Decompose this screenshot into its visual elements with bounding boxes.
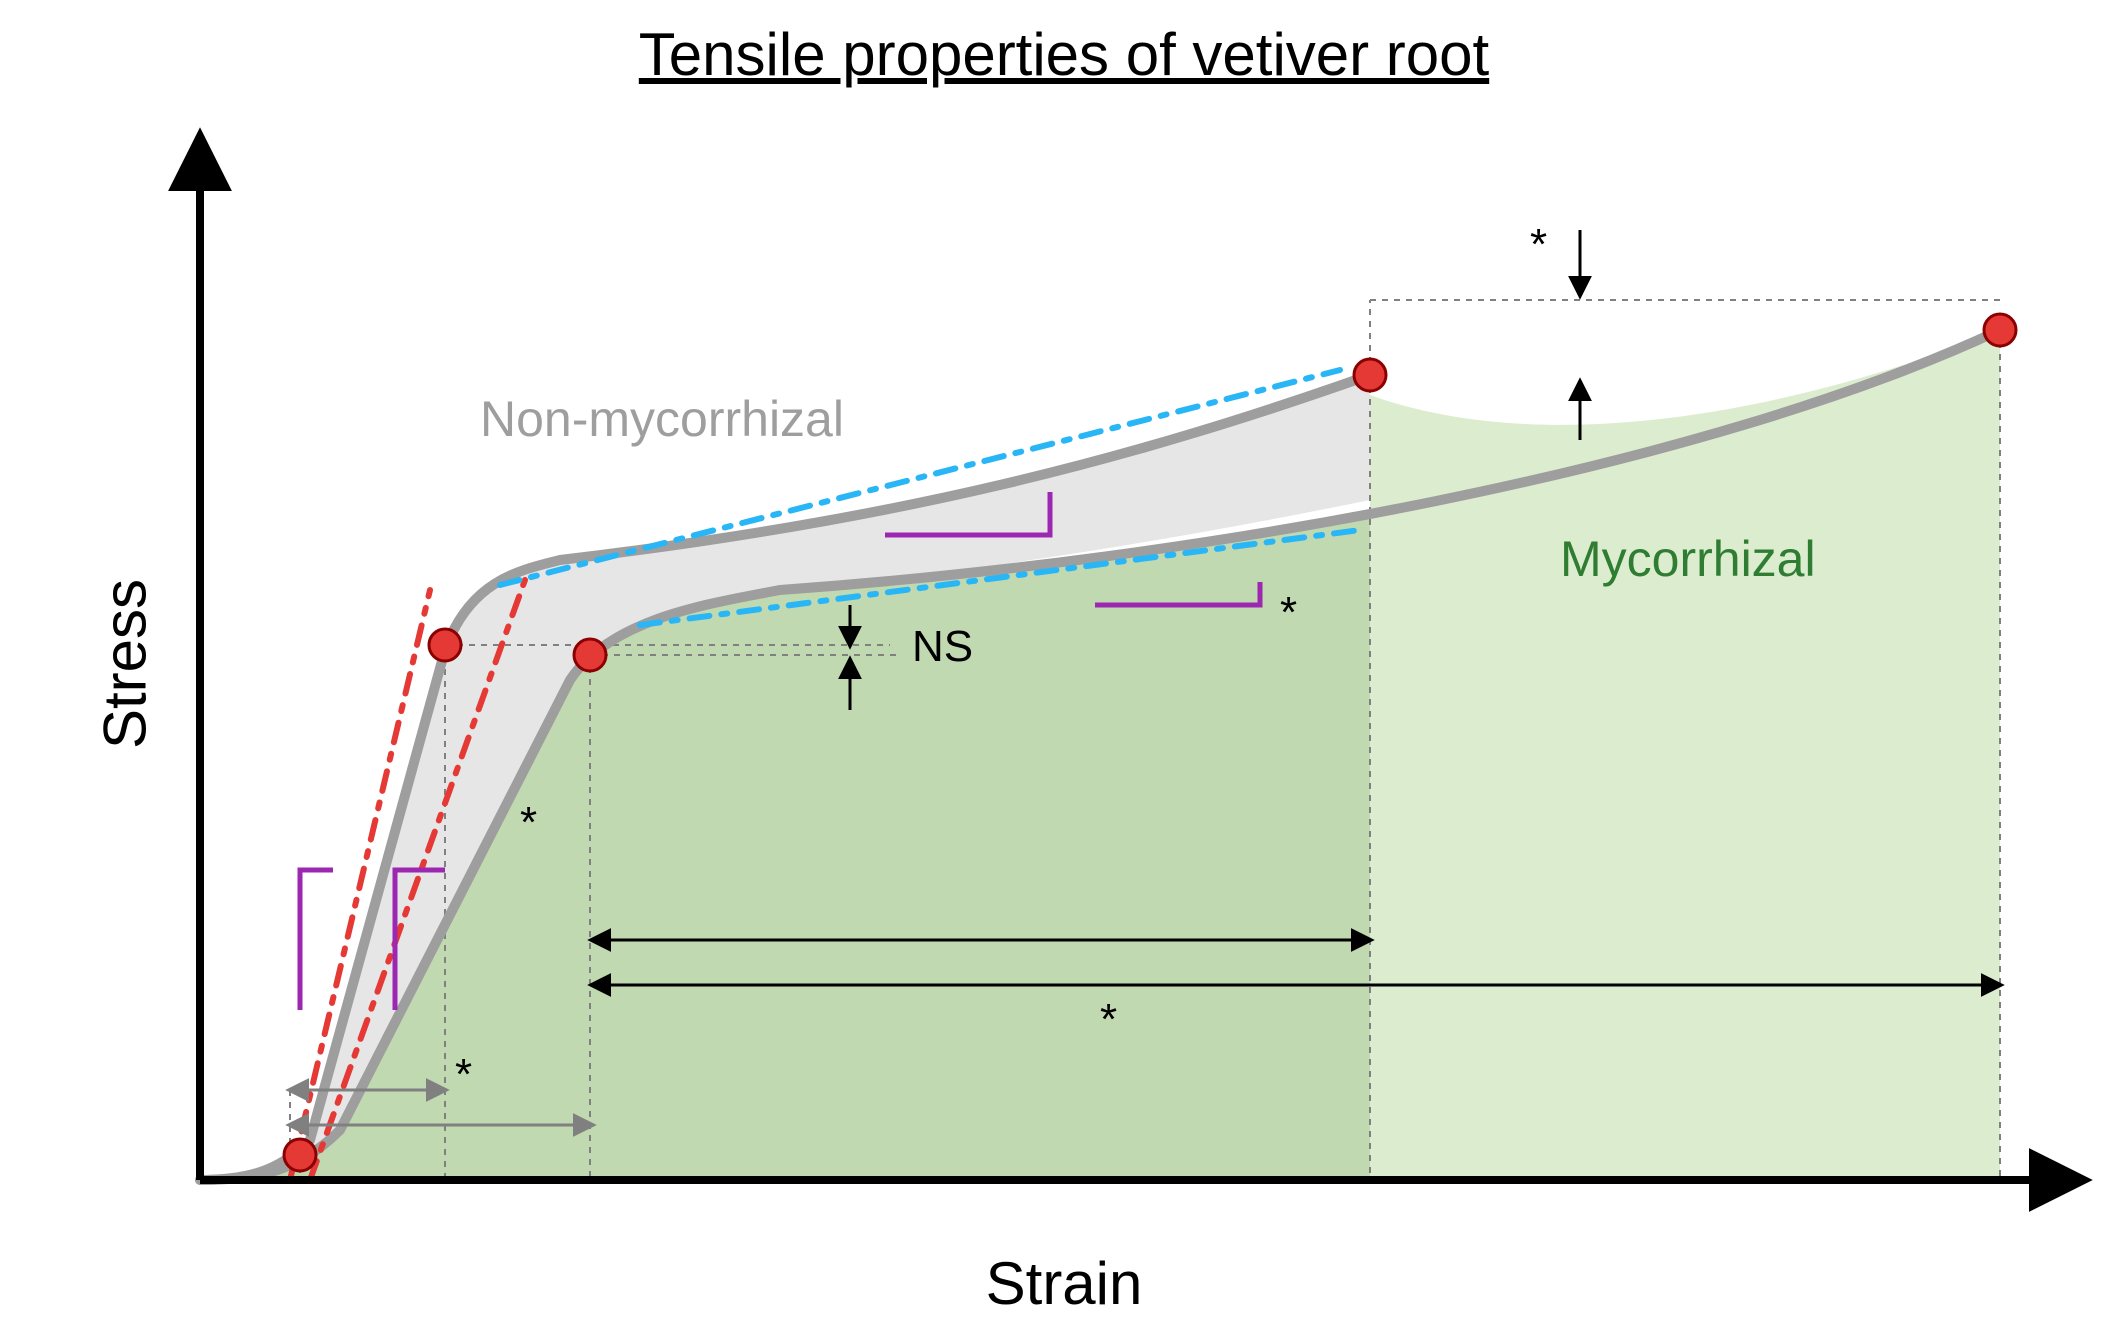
data-marker [1984,314,2016,346]
label-mycorrhizal: Mycorrhizal [1560,530,1816,588]
annotation-star: * [1530,220,1547,270]
label-non-mycorrhizal: Non-mycorrhizal [480,390,844,448]
chart-svg [0,0,2128,1328]
annotation-star: * [520,798,537,848]
mycorrhizal-area-ext [1370,330,2000,1180]
diagram-container: Tensile properties of vetiver root Stres… [0,0,2128,1328]
annotation-ns: NS [912,622,973,672]
data-marker [284,1139,316,1171]
annotation-star: * [1100,995,1117,1045]
data-marker [429,629,461,661]
annotation-star: * [1280,588,1297,638]
data-marker [1354,359,1386,391]
data-marker [574,639,606,671]
slope-triangle [300,870,333,1010]
annotation-star: * [455,1050,472,1100]
